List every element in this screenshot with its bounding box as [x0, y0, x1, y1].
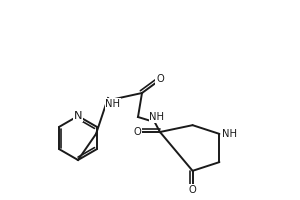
Text: O: O	[133, 127, 141, 137]
Text: NH: NH	[222, 129, 237, 139]
Text: NH: NH	[149, 112, 164, 122]
Text: N: N	[74, 111, 82, 121]
Text: NH: NH	[106, 99, 121, 109]
Text: O: O	[156, 74, 164, 84]
Text: O: O	[189, 185, 196, 195]
